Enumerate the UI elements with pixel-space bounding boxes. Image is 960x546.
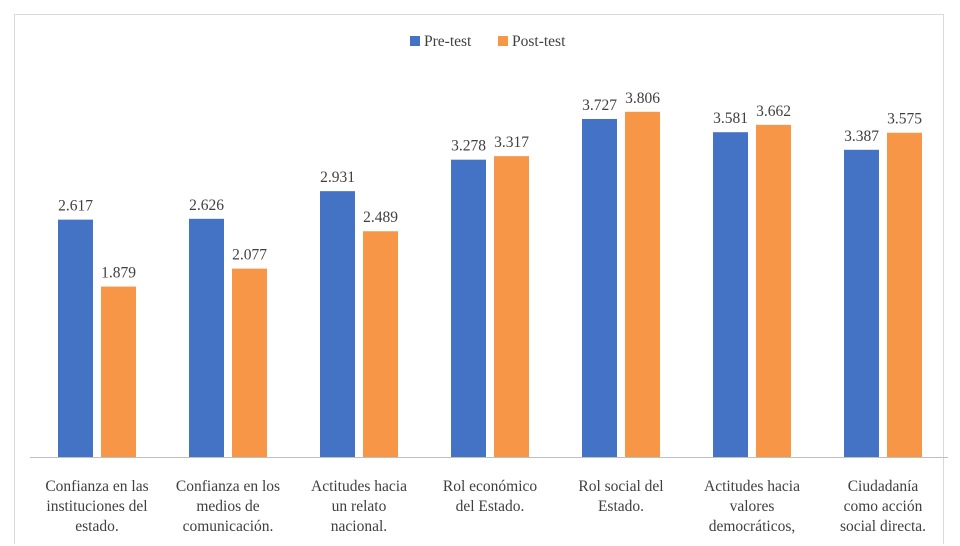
bar-pre-6 <box>713 132 748 457</box>
x-tick-label-3: Actitudes hacia un relato nacional. <box>311 478 407 535</box>
bar-post-1 <box>101 286 136 457</box>
data-label-post-6: 3.662 <box>756 103 791 120</box>
data-label-pre-2: 2.626 <box>189 197 224 214</box>
bar-pre-4 <box>451 159 486 457</box>
x-tick-label-2: Confianza en los medios de comunicación. <box>176 478 280 535</box>
legend: Pre-test Post-test <box>410 33 566 50</box>
x-tick-label-1: Confianza en las instituciones del estado. <box>45 478 148 535</box>
data-label-post-1: 1.879 <box>101 265 136 282</box>
x-tick-label-4: Rol económico del Estado. <box>443 478 538 515</box>
data-label-pre-6: 3.581 <box>713 110 748 127</box>
bar-post-4 <box>494 156 529 457</box>
legend-label-pre: Pre-test <box>424 33 472 50</box>
x-tick-label-7: Ciudadanía como acción social directa. <box>840 478 926 535</box>
data-label-post-3: 2.489 <box>363 209 398 226</box>
x-tick-labels-group: Confianza en las instituciones del estado.… <box>45 478 926 535</box>
data-labels-group: 2.617 1.879 2.626 2.077 2.931 2.489 3.278 3.317… <box>58 90 922 282</box>
bar-pre-3 <box>320 191 355 457</box>
data-label-pre-7: 3.387 <box>844 128 879 145</box>
bar-post-3 <box>363 231 398 457</box>
data-label-post-7: 3.575 <box>887 111 922 128</box>
data-label-pre-4: 3.278 <box>451 138 486 155</box>
x-tick-label-5: Rol social del Estado. <box>578 478 663 515</box>
legend-swatch-post <box>498 36 508 46</box>
bar-pre-7 <box>844 149 879 457</box>
legend-swatch-pre <box>410 36 420 46</box>
data-label-pre-1: 2.617 <box>58 198 93 215</box>
x-tick-label-6: Actitudes hacia valores democráticos, <box>704 478 800 535</box>
bar-post-6 <box>756 124 791 457</box>
bar-pre-5 <box>582 118 617 458</box>
bar-post-7 <box>887 132 922 457</box>
legend-label-post: Post-test <box>512 33 566 50</box>
data-label-post-5: 3.806 <box>625 90 660 107</box>
chart-frame <box>14 14 944 544</box>
data-label-post-2: 2.077 <box>232 247 267 264</box>
bar-pre-2 <box>189 218 224 457</box>
data-label-pre-3: 2.931 <box>320 169 355 186</box>
bar-pre-1 <box>58 219 93 457</box>
bars-group <box>58 111 922 458</box>
bar-post-2 <box>232 268 267 457</box>
data-label-post-4: 3.317 <box>494 134 529 151</box>
bar-post-5 <box>625 111 660 457</box>
data-label-pre-5: 3.727 <box>582 97 617 114</box>
